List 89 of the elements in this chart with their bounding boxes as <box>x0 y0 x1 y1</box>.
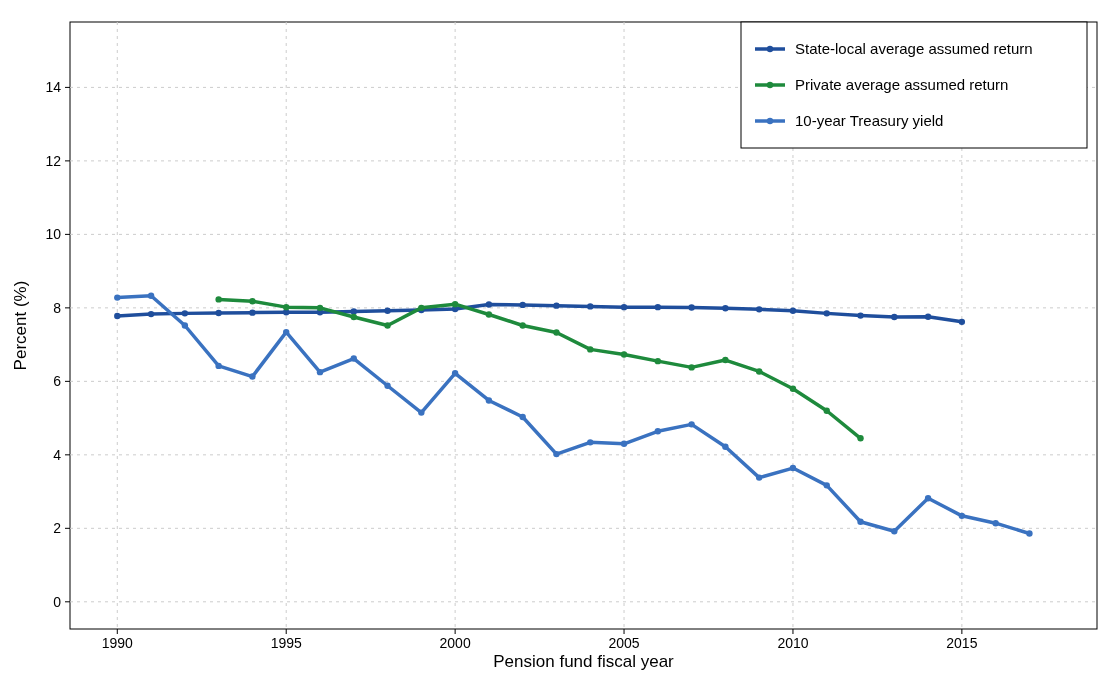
point <box>857 312 864 319</box>
point <box>587 439 594 446</box>
legend-label: State-local average assumed return <box>795 40 1033 57</box>
point <box>215 296 222 303</box>
point <box>283 303 290 311</box>
point <box>755 306 763 313</box>
x-tick-label: 2010 <box>777 635 809 651</box>
point <box>755 368 763 375</box>
point <box>350 355 357 362</box>
point <box>114 312 121 320</box>
x-tick-label: 1995 <box>270 635 302 651</box>
x-tick-label: 1990 <box>101 635 134 651</box>
x-axis-title: Pension fund fiscal year <box>493 652 675 671</box>
point <box>654 303 662 311</box>
point <box>147 292 155 299</box>
point <box>587 303 594 310</box>
point <box>181 322 189 329</box>
point <box>519 301 526 309</box>
point <box>451 370 459 377</box>
point <box>891 313 898 321</box>
point <box>789 464 797 472</box>
y-tick-label: 4 <box>53 446 62 463</box>
point <box>722 356 729 364</box>
point <box>553 329 560 336</box>
point <box>215 362 222 370</box>
point <box>924 313 932 320</box>
point <box>147 310 155 318</box>
point <box>249 373 256 380</box>
point <box>249 298 256 305</box>
point <box>823 482 830 489</box>
point <box>316 368 324 376</box>
point <box>722 443 729 450</box>
point <box>485 397 493 404</box>
point <box>924 494 932 502</box>
point <box>857 435 864 442</box>
point <box>384 322 391 329</box>
point <box>350 313 357 321</box>
point <box>519 413 526 421</box>
legend-label: 10-year Treasury yield <box>795 112 944 129</box>
point <box>451 300 459 308</box>
point <box>114 294 121 301</box>
point <box>789 385 797 392</box>
y-tick-label: 14 <box>45 79 62 96</box>
point <box>519 322 526 329</box>
point <box>688 421 695 428</box>
y-tick-label: 2 <box>53 520 62 537</box>
point <box>620 351 628 358</box>
point <box>620 440 628 448</box>
y-axis-title: Percent (%) <box>11 280 30 371</box>
y-tick-label: 8 <box>53 299 62 316</box>
point <box>958 512 966 520</box>
point <box>316 304 324 312</box>
point <box>688 304 695 311</box>
x-tick-label: 2005 <box>608 635 640 651</box>
y-tick-label: 12 <box>45 152 62 169</box>
point <box>789 307 797 314</box>
point <box>823 310 830 317</box>
point <box>418 409 425 416</box>
point <box>587 346 594 353</box>
point <box>249 309 256 316</box>
point <box>992 519 999 527</box>
point <box>654 357 662 365</box>
point <box>823 407 830 414</box>
point <box>857 518 864 525</box>
point <box>891 528 898 535</box>
point <box>1026 530 1033 537</box>
point <box>215 309 222 317</box>
y-tick-label: 10 <box>45 226 62 243</box>
point <box>485 311 493 318</box>
legend-label: Private average assumed return <box>795 76 1009 93</box>
point <box>384 307 391 314</box>
point <box>384 382 391 389</box>
point <box>688 364 695 371</box>
x-tick-label: 2015 <box>946 635 978 651</box>
y-tick-label: 6 <box>53 373 62 390</box>
point <box>755 474 763 481</box>
point <box>283 309 290 316</box>
point <box>181 310 189 317</box>
y-tick-label: 0 <box>53 593 62 610</box>
point <box>958 318 966 326</box>
point <box>553 302 560 309</box>
point <box>620 303 628 311</box>
x-tick-label: 2000 <box>439 635 471 651</box>
point <box>722 305 729 312</box>
point <box>654 428 662 435</box>
point <box>485 301 493 308</box>
point <box>283 328 290 336</box>
point <box>350 308 357 315</box>
point <box>553 450 560 458</box>
